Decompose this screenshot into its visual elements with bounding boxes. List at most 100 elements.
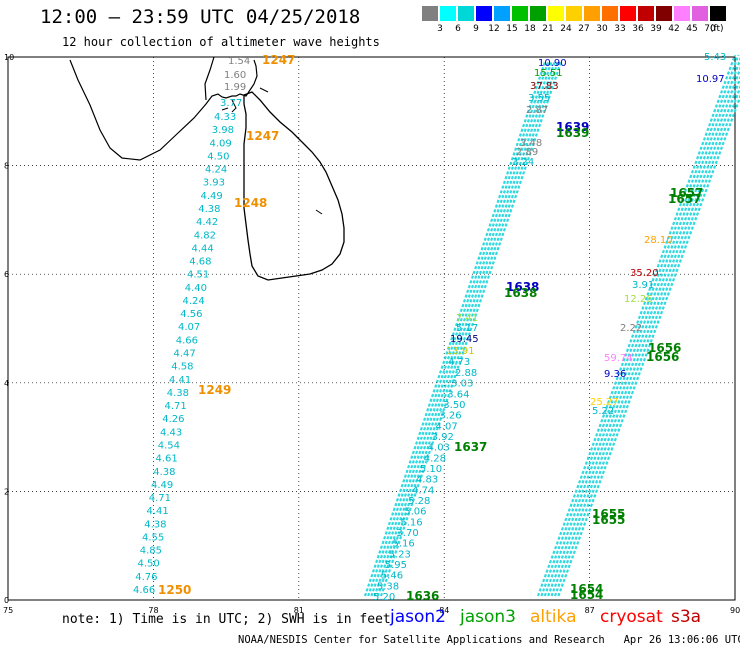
color-swatch bbox=[530, 6, 546, 21]
swh-value-left-track: 4.26 bbox=[162, 414, 184, 425]
swh-value-mid-track: 2.87 bbox=[526, 105, 548, 116]
map-footer: NOAA/NESDIS Center for Satellite Applica… bbox=[238, 634, 740, 646]
satellite-track-line bbox=[367, 61, 550, 597]
swh-value-left-track: 4.24 bbox=[183, 296, 205, 307]
swh-value-mid-track: 3.24 bbox=[512, 157, 534, 168]
color-tick-label: 36 bbox=[632, 24, 644, 34]
swh-value-mid-track: 4.07 bbox=[435, 421, 457, 432]
color-tick-label: 12 bbox=[488, 24, 500, 34]
color-swatch bbox=[566, 6, 582, 21]
satellite-track-line bbox=[540, 54, 740, 597]
swh-value-right-track: 10.97 bbox=[696, 74, 725, 85]
swh-value-left-track: 4.41 bbox=[147, 506, 169, 517]
x-tick-label: 90 bbox=[730, 606, 740, 615]
map-grid: 75 78 81 84 87 90 0 2 4 6 8 10 bbox=[3, 53, 740, 615]
swh-value-right-track: 2.22 bbox=[620, 323, 642, 334]
swh-value-left-track: 4.51 bbox=[187, 270, 209, 281]
swh-value-mid-track: 2.88 bbox=[455, 368, 477, 379]
pass-time-label: 1247 bbox=[246, 129, 279, 143]
satellite-track-line bbox=[543, 56, 740, 597]
swh-value-right-track: 9.36 bbox=[604, 369, 626, 380]
swh-value-left-track: 4.40 bbox=[185, 283, 207, 294]
pass-time-label: 1654 bbox=[570, 582, 603, 596]
pass-time-label: 1249 bbox=[198, 383, 231, 397]
color-tick-label: 3 bbox=[437, 24, 443, 34]
color-swatch bbox=[458, 6, 474, 21]
swh-value-mid-track: 5.23 bbox=[389, 549, 411, 560]
swh-value-left-track: 4.42 bbox=[196, 217, 218, 228]
swh-value-mid-track: 4.28 bbox=[424, 453, 446, 464]
swh-value-mid-track: 5.16 bbox=[400, 517, 422, 528]
pass-time-label: 1655 bbox=[592, 513, 625, 527]
legend-s3a: s3a bbox=[671, 607, 702, 627]
swh-value-mid-track: 5.46 bbox=[381, 571, 403, 582]
swh-value-mid-track: 15.51 bbox=[534, 68, 563, 79]
track-labels: 4.33 3.98 4.09 4.50 4.24 3.93 4.49 4.38 4.42 4.82… bbox=[133, 52, 726, 603]
color-swatch bbox=[602, 6, 618, 21]
color-swatch bbox=[584, 6, 600, 21]
swh-value-mid-track: 10.90 bbox=[538, 58, 567, 69]
satellite-track-line bbox=[379, 61, 563, 597]
swh-value-mid-track: 3.70 bbox=[396, 528, 418, 539]
swh-value-left-track: 3.93 bbox=[203, 178, 225, 189]
swh-value-mid-track: 19.45 bbox=[450, 334, 479, 345]
swh-value-mid-track: 3.55 bbox=[528, 93, 550, 104]
swh-value-left-track: 4.38 bbox=[144, 519, 166, 530]
swh-value-left-track: 4.44 bbox=[192, 243, 214, 254]
legend-cryosat: cryosat bbox=[600, 607, 663, 627]
color-swatch bbox=[710, 6, 726, 21]
swh-value-left-track: 4.82 bbox=[194, 230, 216, 241]
swh-value-right-track: 5.43 bbox=[704, 52, 726, 63]
swh-value-left-track: 4.54 bbox=[158, 440, 180, 451]
pass-time-label: 1657 bbox=[670, 186, 703, 200]
swh-value-left-track: 1.99 bbox=[224, 82, 246, 93]
swh-value-mid-track: 5.20 bbox=[373, 592, 395, 603]
pass-time-label: 1247 bbox=[262, 53, 295, 67]
swh-value-right-track: 28.10 bbox=[644, 235, 673, 246]
swh-value-left-track: 4.66 bbox=[133, 585, 155, 596]
color-tick-label: 9 bbox=[473, 24, 479, 34]
swh-value-left-track: 4.66 bbox=[176, 335, 198, 346]
color-tick-label: 24 bbox=[560, 24, 572, 34]
color-tick-label: 18 bbox=[524, 24, 536, 34]
swh-value-mid-track: 5.17 bbox=[456, 323, 478, 334]
swh-value-mid-track: 5.95 bbox=[385, 560, 407, 571]
swh-value-left-track: 4.49 bbox=[151, 480, 173, 491]
swh-value-left-track: 4.38 bbox=[167, 388, 189, 399]
swh-value-right-track: 3.91 bbox=[632, 280, 654, 291]
color-swatch bbox=[620, 6, 636, 21]
swh-value-mid-track: 37.83 bbox=[530, 81, 559, 92]
pass-time-label: 1654 bbox=[570, 588, 603, 602]
sri-lanka-coastline bbox=[69, 56, 345, 281]
swh-value-left-track: 4.09 bbox=[210, 138, 232, 149]
swh-value-mid-track: 5.10 bbox=[420, 464, 442, 475]
swh-value-left-track: 3.98 bbox=[212, 125, 234, 136]
color-tick-label: 39 bbox=[650, 24, 662, 34]
sri-lanka-island bbox=[243, 91, 345, 281]
y-tick-label: 6 bbox=[4, 270, 9, 279]
color-swatch bbox=[494, 6, 510, 21]
satellite-track-line bbox=[373, 61, 556, 597]
swh-value-right-track: 5.22 bbox=[592, 406, 614, 417]
swh-value-left-track: 4.07 bbox=[178, 322, 200, 333]
y-tick-label: 2 bbox=[4, 487, 9, 496]
swh-value-left-track: 4.24 bbox=[205, 165, 227, 176]
color-tick-label: 70 bbox=[704, 24, 716, 34]
color-unit-label: (ft) bbox=[710, 24, 724, 34]
swh-value-left-track: 4.38 bbox=[198, 204, 220, 215]
satellite-track-line bbox=[557, 94, 740, 597]
swh-value-right-track: 35.20 bbox=[630, 268, 659, 279]
swh-value-mid-track: 3.48 bbox=[520, 138, 542, 149]
swh-value-left-track: 4.41 bbox=[169, 375, 191, 386]
swh-value-mid-track: 3.64 bbox=[447, 389, 469, 400]
pass-time-label: 1638 bbox=[504, 286, 537, 300]
swh-value-left-track: 4.56 bbox=[180, 309, 202, 320]
pass-time-label: 1250 bbox=[158, 583, 191, 597]
swh-value-left-track: 4.33 bbox=[214, 112, 236, 123]
color-swatch bbox=[674, 6, 690, 21]
swh-value-left-track: 4.50 bbox=[207, 151, 229, 162]
swh-value-mid-track: 4.73 bbox=[448, 357, 470, 368]
swh-value-right-track: 25.27 bbox=[590, 397, 619, 408]
swh-value-mid-track: 3.03 bbox=[451, 379, 473, 390]
pass-time-label: 1639 bbox=[556, 126, 589, 140]
